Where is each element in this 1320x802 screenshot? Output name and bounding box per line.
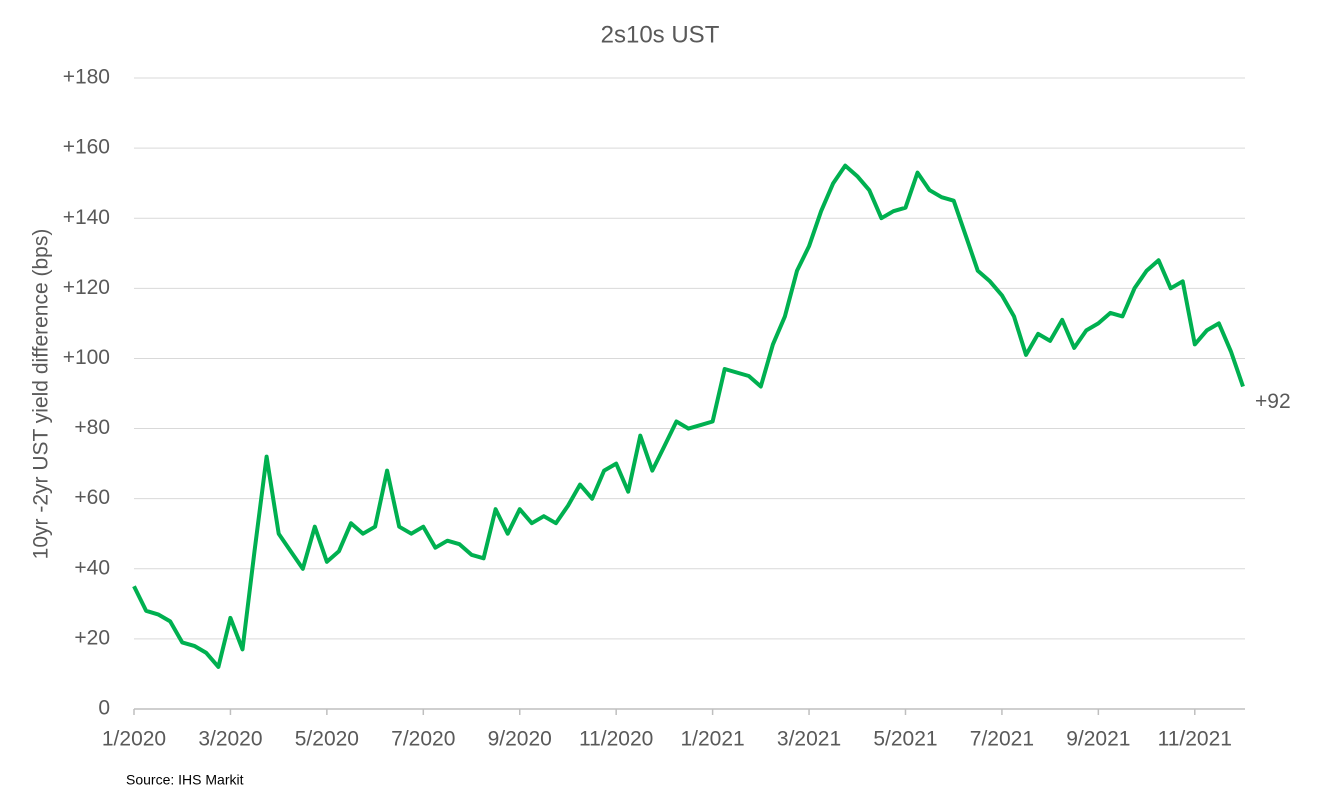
x-tick-label: 9/2021: [1066, 728, 1130, 751]
y-tick-label: +80: [74, 416, 110, 439]
y-tick-label: +180: [63, 66, 110, 89]
y-tick-label: +60: [74, 486, 110, 509]
y-tick-label: +40: [74, 556, 110, 579]
y-tick-label: +160: [63, 136, 110, 159]
x-tick-label: 5/2020: [295, 728, 359, 751]
value-label: +92: [1255, 390, 1291, 413]
x-tick-label: 3/2020: [198, 728, 262, 751]
x-tick-label: 1/2020: [102, 728, 166, 751]
data-line: [132, 163, 1245, 669]
x-tick-label: 7/2020: [391, 728, 455, 751]
y-tick-label: +120: [63, 276, 110, 299]
x-tick-label: 5/2021: [873, 728, 937, 751]
chart-title: 2s10s UST: [601, 21, 720, 48]
x-tick-label: 11/2020: [579, 728, 653, 751]
source-note: Source: IHS Markit: [126, 772, 244, 788]
x-tick-label: 11/2021: [1158, 728, 1232, 751]
y-axis-label: 10yr -2yr UST yield difference (bps): [30, 229, 53, 560]
x-tick-label: 7/2021: [970, 728, 1034, 751]
x-tick-label: 1/2021: [680, 728, 744, 751]
y-tick-label: +100: [63, 346, 110, 369]
x-tick-label: 3/2021: [777, 728, 841, 751]
y-tick-label: +20: [74, 626, 110, 649]
y-tick-label: +140: [63, 206, 110, 229]
y-tick-label: 0: [98, 697, 110, 720]
x-tick-label: 9/2020: [488, 728, 552, 751]
